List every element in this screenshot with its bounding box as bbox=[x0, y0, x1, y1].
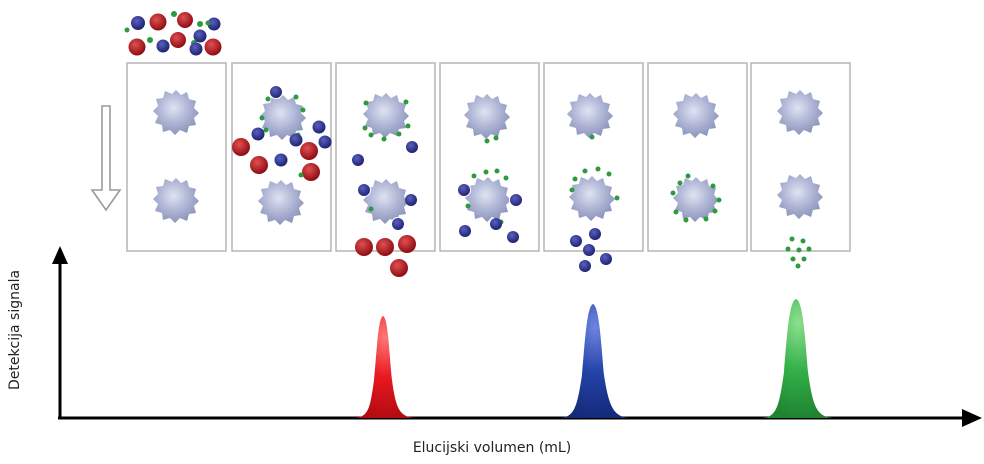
stage-3-particles bbox=[352, 99, 418, 277]
y-axis bbox=[52, 246, 68, 418]
sample-mixture bbox=[124, 11, 222, 56]
peak-small-particles bbox=[762, 299, 834, 418]
peak-large-particles bbox=[354, 316, 416, 418]
y-axis-label-text: Detekcija signala bbox=[7, 269, 23, 391]
x-axis bbox=[58, 409, 982, 427]
column-stage-5 bbox=[543, 62, 644, 252]
stage-7-particles bbox=[785, 236, 812, 269]
stage-5-particles bbox=[569, 134, 620, 272]
peak-medium-particles bbox=[560, 304, 630, 418]
stage-2-particles bbox=[232, 85, 332, 181]
column-stage-6 bbox=[647, 62, 748, 252]
x-axis-label: Elucijski volumen (mL) bbox=[412, 440, 572, 456]
column-stages bbox=[126, 62, 851, 252]
column-stage-4 bbox=[439, 62, 540, 252]
elution-direction-arrow-icon bbox=[90, 105, 122, 212]
y-axis-label: Detekcija signala bbox=[2, 250, 28, 410]
stage-4-particles bbox=[457, 135, 523, 243]
stage-6-particles bbox=[670, 173, 722, 223]
